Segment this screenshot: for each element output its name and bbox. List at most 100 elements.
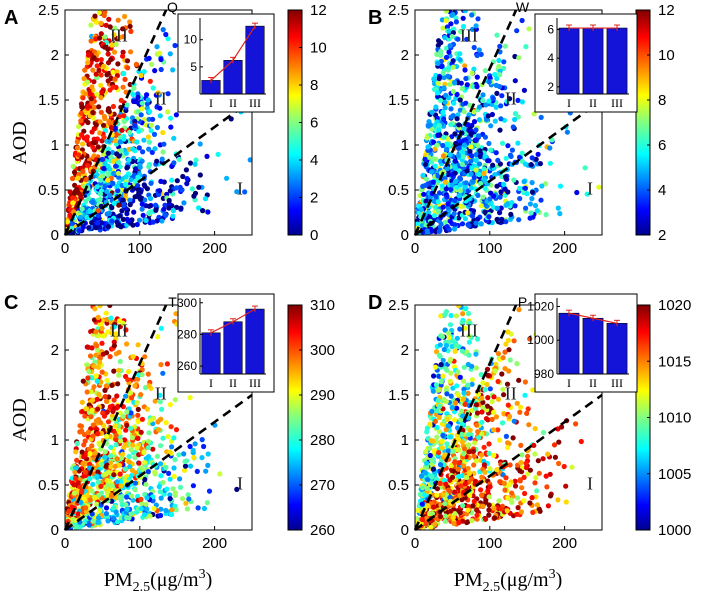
x-tick-label: 0 xyxy=(61,240,69,257)
scatter-point xyxy=(135,406,141,412)
inset-category-label: II xyxy=(589,376,597,390)
scatter-point xyxy=(74,145,81,151)
scatter-point xyxy=(103,463,109,469)
scatter-point xyxy=(195,505,201,511)
scatter-point xyxy=(430,179,436,185)
scatter-point xyxy=(166,205,172,211)
scatter-point xyxy=(100,333,107,339)
scatter-point xyxy=(446,65,452,71)
scatter-point xyxy=(454,335,460,341)
scatter-point xyxy=(151,505,157,512)
scatter-point xyxy=(157,399,163,405)
scatter-point xyxy=(127,464,133,470)
scatter-point xyxy=(98,109,104,115)
scatter-point xyxy=(128,425,134,431)
inset-trend-line xyxy=(210,308,256,334)
scatter-point xyxy=(422,492,428,498)
scatter-point xyxy=(452,460,458,466)
scatter-point xyxy=(155,90,161,96)
scatter-point xyxy=(98,82,104,88)
scatter-point xyxy=(494,32,500,38)
scatter-point xyxy=(109,330,115,336)
scatter-point xyxy=(463,180,469,186)
scatter-point xyxy=(130,146,136,152)
scatter-point xyxy=(142,476,148,483)
scatter-point xyxy=(485,113,491,119)
scatter-point xyxy=(461,109,467,115)
scatter-point xyxy=(128,410,134,416)
scatter-point xyxy=(479,419,485,425)
colorbar-tick-label: 280 xyxy=(310,432,335,449)
scatter-point xyxy=(431,213,437,219)
scatter-point xyxy=(469,518,475,524)
scatter-point xyxy=(141,137,147,143)
scatter-point xyxy=(165,433,171,440)
scatter-point xyxy=(544,484,550,490)
scatter-point xyxy=(437,158,444,164)
scatter-point xyxy=(505,337,511,343)
scatter-point xyxy=(200,208,206,214)
scatter-point xyxy=(447,43,453,49)
scatter-point xyxy=(449,343,455,349)
scatter-point xyxy=(135,493,141,499)
scatter-point xyxy=(115,403,121,410)
scatter-point xyxy=(533,156,539,162)
scatter-point xyxy=(443,10,450,14)
scatter-point xyxy=(107,478,113,484)
colorbar-tick-label: 8 xyxy=(658,92,666,109)
scatter-point xyxy=(215,151,221,157)
scatter-point xyxy=(95,406,101,412)
scatter-point xyxy=(508,153,514,159)
scatter-point xyxy=(459,439,465,445)
scatter-point xyxy=(85,375,91,381)
scatter-point xyxy=(555,497,561,503)
scatter-point xyxy=(134,400,140,406)
scatter-point xyxy=(158,56,164,63)
scatter-point xyxy=(125,377,131,383)
scatter-point xyxy=(128,49,134,55)
scatter-point xyxy=(135,183,141,189)
scatter-point xyxy=(569,464,575,470)
scatter-point xyxy=(482,134,488,140)
scatter-point xyxy=(424,485,430,491)
scatter-point xyxy=(201,443,207,450)
scatter-point xyxy=(95,519,101,525)
scatter-point xyxy=(138,446,144,452)
scatter-point xyxy=(126,459,132,465)
scatter-point xyxy=(74,440,80,447)
scatter-point xyxy=(90,433,96,439)
scatter-point xyxy=(434,486,440,492)
scatter-point xyxy=(111,324,117,330)
scatter-point xyxy=(94,473,100,479)
scatter-point xyxy=(440,357,446,363)
scatter-point xyxy=(492,515,498,521)
scatter-point xyxy=(521,498,527,504)
scatter-point xyxy=(124,494,130,500)
scatter-point xyxy=(449,33,455,40)
x-label-sub: 2.5 xyxy=(483,580,501,595)
scatter-point xyxy=(506,347,512,353)
scatter-point xyxy=(142,459,148,465)
scatter-point xyxy=(174,204,180,210)
scatter-point xyxy=(105,163,111,169)
scatter-point xyxy=(417,491,423,497)
scatter-point xyxy=(470,208,477,214)
scatter-point xyxy=(482,469,488,475)
scatter-point xyxy=(525,406,531,412)
scatter-point xyxy=(106,16,112,22)
scatter-point xyxy=(424,460,430,466)
scatter-point xyxy=(135,94,141,100)
scatter-point xyxy=(443,92,449,98)
scatter-point xyxy=(527,336,533,342)
scatter-point xyxy=(476,133,482,139)
scatter-point xyxy=(427,452,433,459)
scatter-point xyxy=(127,23,133,29)
x-tick-label: 100 xyxy=(477,240,502,257)
colorbar-tick-label: 6 xyxy=(310,115,318,132)
scatter-point xyxy=(145,445,151,451)
scatter-point xyxy=(100,351,106,357)
scatter-point xyxy=(438,382,444,388)
scatter-point xyxy=(448,434,454,440)
scatter-point xyxy=(529,189,536,195)
